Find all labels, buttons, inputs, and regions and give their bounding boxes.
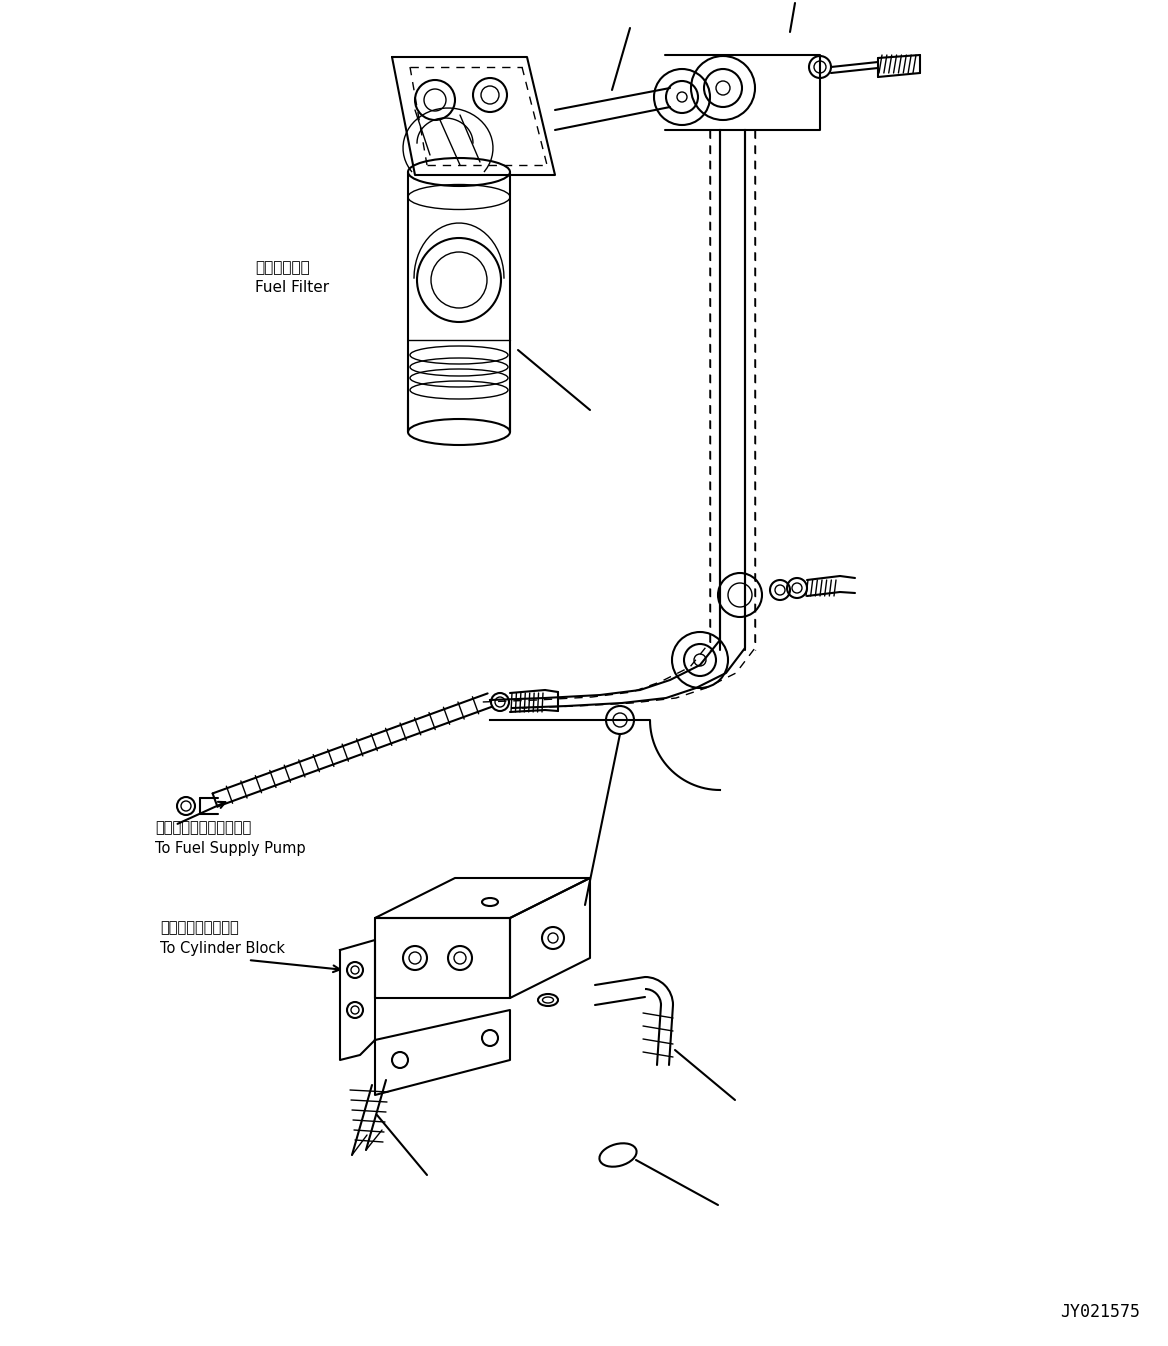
Text: JY021575: JY021575: [1061, 1303, 1140, 1320]
Text: To Cylinder Block: To Cylinder Block: [160, 941, 285, 956]
Text: Fuel Filter: Fuel Filter: [255, 280, 329, 296]
Text: To Fuel Supply Pump: To Fuel Supply Pump: [155, 840, 306, 856]
Text: シリンダブロックへ: シリンダブロックへ: [160, 921, 238, 935]
Text: 燃料フィルタ: 燃料フィルタ: [255, 261, 310, 276]
Text: フェルサプライポンプへ: フェルサプライポンプへ: [155, 821, 251, 836]
